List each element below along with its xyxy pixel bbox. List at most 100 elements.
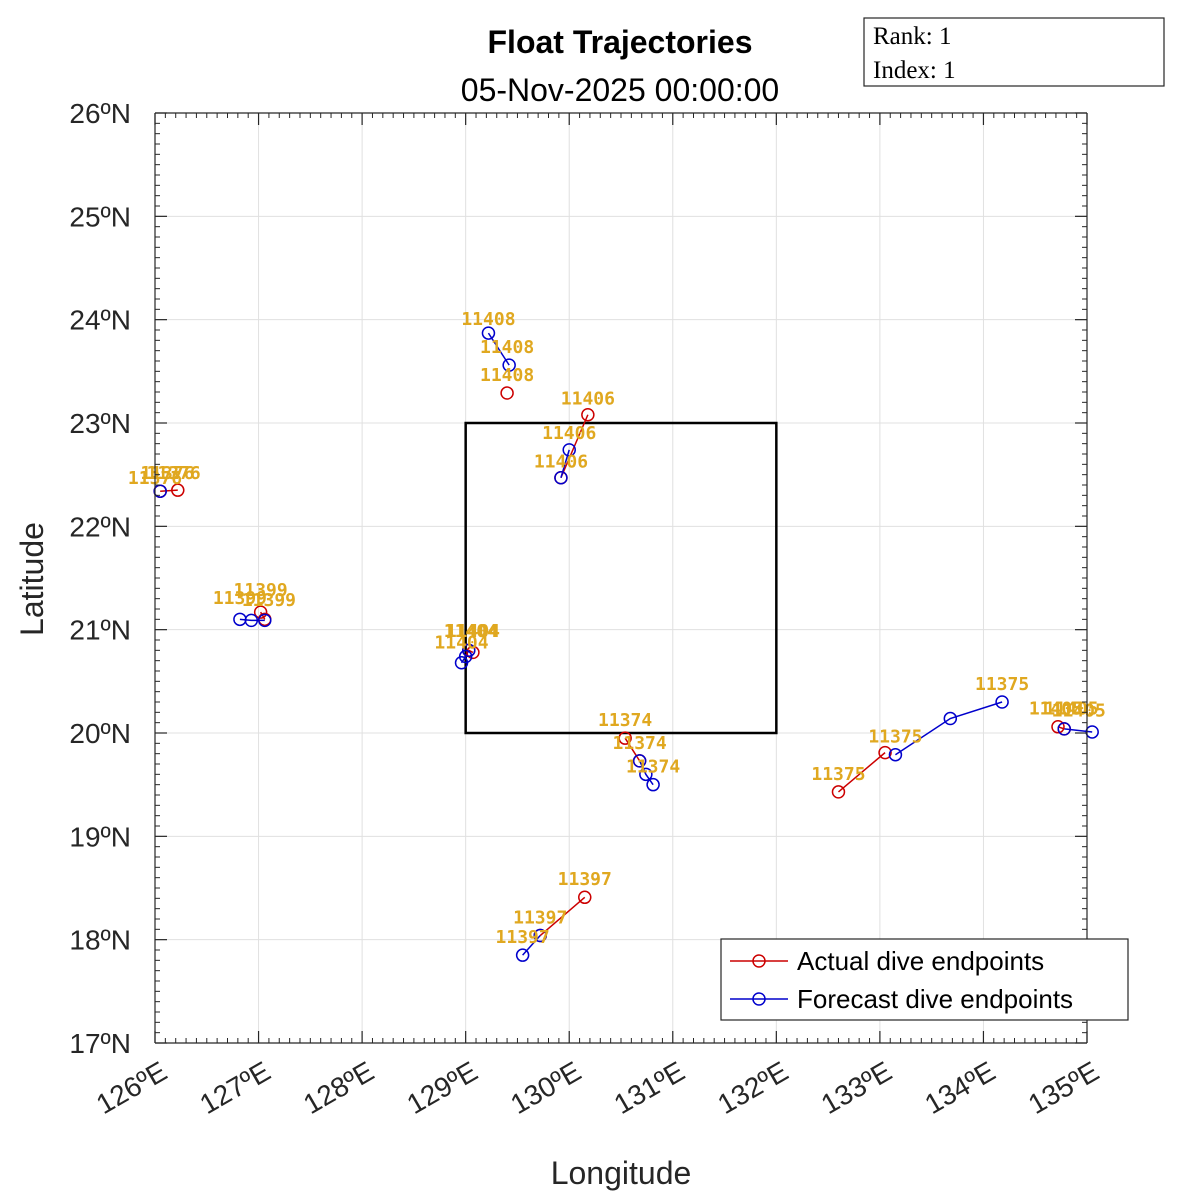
actual-track-11375 xyxy=(837,752,886,793)
forecast-endpoint-11374 xyxy=(639,767,653,782)
forecast-endpoint-11408 xyxy=(502,358,516,372)
forecast-endpoint-11404 xyxy=(462,643,476,658)
float-id-label-11404: 11404 xyxy=(434,633,488,654)
float-id-label-11374: 11374 xyxy=(598,710,652,731)
actual-endpoint-11374 xyxy=(618,731,632,745)
y-tick-label: 25ºN xyxy=(69,201,131,232)
float-id-label-11376: 11376 xyxy=(147,463,201,484)
forecast-endpoint-11375 xyxy=(995,695,1009,709)
float-id-label-11406: 11406 xyxy=(542,423,596,444)
float-id-label-11408: 11408 xyxy=(480,337,534,358)
float-id-label-11374: 11374 xyxy=(613,733,667,754)
actual-track-11397 xyxy=(539,896,586,937)
float-id-label-11374: 11374 xyxy=(626,757,680,778)
forecast-endpoint-11399 xyxy=(258,613,272,628)
actual-endpoint-11375 xyxy=(831,785,846,799)
float-label-layer: 11408 11408 11408 11406 11406 11406 1137611376… xyxy=(128,309,1106,948)
forecast-track-11404 xyxy=(460,649,470,664)
forecast-endpoint-11376 xyxy=(153,484,167,498)
float-id-label-11406: 11406 xyxy=(561,389,615,410)
region-box-layer xyxy=(464,421,778,735)
y-tick-label: 19ºN xyxy=(69,821,131,852)
forecast-endpoint-11408 xyxy=(481,326,496,340)
float-id-label-11375: 11375 xyxy=(975,674,1029,695)
legend-forecast-label: Forecast dive endpoints xyxy=(797,984,1073,1014)
forecast-endpoint-11406 xyxy=(554,471,568,485)
float-id-label-11399: 11399 xyxy=(213,588,267,609)
forecast-endpoint-11374 xyxy=(632,754,647,768)
y-tick-label: 23ºN xyxy=(69,408,131,439)
float-id-label-11399: 11399 xyxy=(242,590,296,611)
float-id-label-11405: 11405 xyxy=(1029,699,1083,720)
forecast-endpoint-11375 xyxy=(943,711,958,726)
y-tick-label: 18ºN xyxy=(69,925,131,956)
float-id-label-11404: 11404 xyxy=(446,621,500,642)
forecast-endpoint-11375 xyxy=(888,747,903,762)
y-tick-label: 21ºN xyxy=(69,615,131,646)
float-id-label-11397: 11397 xyxy=(513,907,567,928)
float-id-label-11397: 11397 xyxy=(496,927,550,948)
float-id-label-11408: 11408 xyxy=(461,309,515,330)
forecast-endpoint-11397 xyxy=(515,948,530,962)
forecast-track-11397 xyxy=(522,935,541,956)
x-tick-label: 126ºE xyxy=(91,1055,172,1120)
forecast-endpoint-11405 xyxy=(1085,725,1099,739)
actual-track-11399 xyxy=(259,611,266,620)
x-tick-label: 129ºE xyxy=(402,1055,483,1120)
forecast-endpoint-11405 xyxy=(1057,722,1071,736)
target-region-box xyxy=(464,421,778,735)
float-id-label-11404: 11404 xyxy=(444,621,498,642)
float-id-label-11399: 11399 xyxy=(234,580,288,601)
y-tick-label: 17ºN xyxy=(69,1028,131,1059)
actual-track-11374 xyxy=(624,737,641,762)
legend-actual-label: Actual dive endpoints xyxy=(797,946,1044,976)
y-tick-label: 26ºN xyxy=(69,98,131,129)
info-rank: Rank: 1 xyxy=(873,23,951,50)
x-tick-label: 131ºE xyxy=(609,1055,690,1120)
actual-endpoint-11405 xyxy=(1051,720,1065,734)
float-id-label-11375: 11375 xyxy=(811,764,865,785)
forecast-endpoint-11397 xyxy=(533,928,547,943)
actual-track-11376 xyxy=(160,489,178,492)
float-id-label-11408: 11408 xyxy=(480,365,534,386)
chart-subtitle: 05-Nov-2025 00:00:00 xyxy=(461,72,779,108)
float-id-label-11375: 11375 xyxy=(868,727,922,748)
actual-endpoint-11376 xyxy=(171,483,185,497)
x-tick-label: 135ºE xyxy=(1023,1055,1104,1120)
forecast-endpoint-11406 xyxy=(562,443,576,457)
x-tick-label: 134ºE xyxy=(919,1055,1000,1120)
forecast-endpoint-11399 xyxy=(244,613,259,628)
forecast-track-11406 xyxy=(560,449,570,478)
info-box: Rank: 1 Index: 1 xyxy=(863,17,1165,87)
x-tick-label: 132ºE xyxy=(712,1055,793,1120)
x-axis-label: Longitude xyxy=(551,1155,692,1191)
actual-track-11404 xyxy=(468,649,474,654)
legend-forecast-marker xyxy=(752,992,766,1006)
float-id-label-11406: 11406 xyxy=(534,452,588,473)
x-tick-label: 133ºE xyxy=(816,1055,897,1120)
y-tick-label: 22ºN xyxy=(69,511,131,542)
legend: Actual dive endpoints Forecast dive endp… xyxy=(720,938,1129,1021)
actual-endpoint-11375 xyxy=(878,745,892,760)
trajectory-layer xyxy=(153,326,1099,962)
y-axis-label: Latitude xyxy=(14,522,50,636)
x-tick-label: 128ºE xyxy=(298,1055,379,1120)
actual-endpoint-11406 xyxy=(581,407,595,422)
actual-endpoint-11399 xyxy=(253,605,268,619)
grid-layer xyxy=(154,112,1088,1044)
x-tick-label: 127ºE xyxy=(195,1055,276,1120)
actual-endpoint-11408 xyxy=(500,386,514,400)
forecast-track-11375 xyxy=(895,701,1003,756)
y-tick-label: 20ºN xyxy=(69,718,131,749)
float-id-label-11397: 11397 xyxy=(558,869,612,890)
x-tick-label: 130ºE xyxy=(505,1055,586,1120)
float-id-label-11376: 11376 xyxy=(140,463,194,484)
float-id-label-11405: 11405 xyxy=(1052,701,1106,722)
info-index: Index: 1 xyxy=(873,57,956,84)
legend-actual-marker xyxy=(752,954,766,968)
actual-endpoint-11397 xyxy=(578,890,592,905)
forecast-endpoint-11404 xyxy=(458,649,473,664)
forecast-track-11405 xyxy=(1064,728,1093,733)
forecast-track-11374 xyxy=(638,760,654,786)
